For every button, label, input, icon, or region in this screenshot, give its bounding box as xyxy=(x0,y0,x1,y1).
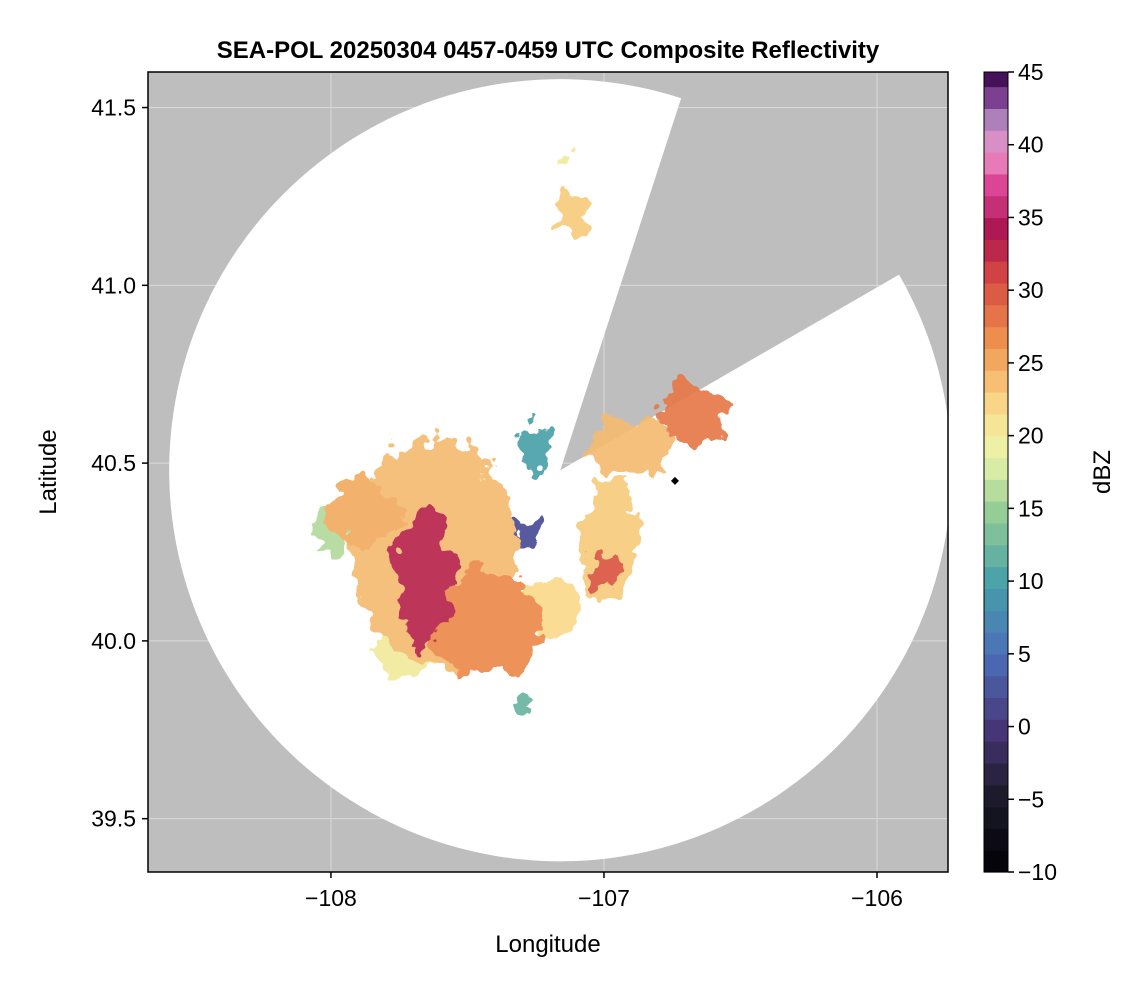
colorbar-bin-36 xyxy=(984,72,1008,88)
y-tick-label-2: 40.5 xyxy=(91,450,136,476)
colorbar: −10 −5 0 5 10 15 20 25 30 35 40 45 xyxy=(983,59,1057,885)
colorbar-bin-12 xyxy=(984,588,1008,611)
colorbar-bin-1 xyxy=(984,828,1008,851)
colorbar-bin-25 xyxy=(984,304,1008,328)
colorbar-bin-3 xyxy=(984,784,1008,808)
marker-0 xyxy=(670,476,679,485)
colorbar-bin-26 xyxy=(984,282,1008,306)
colorbar-frame xyxy=(983,71,1009,873)
colorbar-tick-label-8: 30 xyxy=(1018,277,1044,303)
colorbar-bin-9 xyxy=(984,653,1008,677)
colorbar-bin-30 xyxy=(984,195,1008,219)
reflectivity-echoes xyxy=(311,157,727,709)
colorbar-bin-33 xyxy=(984,130,1008,153)
y-tick-label-3: 41.0 xyxy=(91,272,136,298)
x-axis-ticks: −108 −107 −106 xyxy=(305,872,903,911)
colorbar-bin-17 xyxy=(984,479,1008,502)
echo-region-8 xyxy=(590,552,618,588)
colorbar-tick-label-9: 35 xyxy=(1018,204,1044,230)
colorbar-bin-34 xyxy=(984,108,1008,131)
echo-region-7 xyxy=(582,477,637,606)
colorbar-bin-11 xyxy=(984,610,1008,633)
x-tick-label-1: −107 xyxy=(578,885,630,911)
chart-title: SEA-POL 20250304 0457-0459 UTC Composite… xyxy=(217,37,880,64)
x-tick-label-0: −108 xyxy=(305,885,357,911)
colorbar-bin-5 xyxy=(984,741,1008,764)
echo-region-4 xyxy=(431,569,542,677)
x-axis-label: Longitude xyxy=(495,931,600,958)
colorbar-tick-label-1: −5 xyxy=(1018,786,1044,812)
markers xyxy=(670,476,679,485)
colorbar-bin-6 xyxy=(984,719,1008,742)
colorbar-bin-24 xyxy=(984,326,1008,349)
colorbar-bin-28 xyxy=(984,239,1008,262)
echo-region-11 xyxy=(522,420,550,471)
radar-coverage-area xyxy=(169,79,948,862)
colorbar-bin-23 xyxy=(984,348,1008,371)
echo-region-15 xyxy=(516,694,533,709)
colorbar-bin-29 xyxy=(984,217,1008,240)
colorbar-bin-16 xyxy=(984,501,1008,524)
colorbar-bin-21 xyxy=(984,392,1008,415)
colorbar-tick-label-2: 0 xyxy=(1018,714,1031,740)
colorbar-tick-label-3: 5 xyxy=(1018,641,1031,667)
colorbar-bin-10 xyxy=(984,632,1008,655)
echo-region-2 xyxy=(325,484,402,542)
colorbar-bin-19 xyxy=(984,435,1008,459)
echo-region-14 xyxy=(557,157,569,165)
colorbar-tick-label-0: −10 xyxy=(1018,859,1057,885)
colorbar-tick-label-4: 10 xyxy=(1018,568,1044,594)
colorbar-bin-13 xyxy=(984,566,1008,589)
echo-region-1 xyxy=(396,505,452,648)
colorbar-bin-27 xyxy=(984,261,1008,284)
colorbar-bin-35 xyxy=(984,86,1008,109)
colorbar-label: dBZ xyxy=(1089,450,1116,494)
colorbar-bin-8 xyxy=(984,675,1008,699)
colorbar-tick-label-10: 40 xyxy=(1018,132,1044,158)
echo-region-9 xyxy=(587,416,675,474)
plot-area xyxy=(148,72,948,872)
y-tick-label-4: 41.5 xyxy=(91,95,136,121)
x-tick-label-2: −106 xyxy=(851,885,903,911)
colorbar-tick-label-7: 25 xyxy=(1018,350,1044,376)
colorbar-bin-31 xyxy=(984,173,1008,197)
colorbar-tick-label-6: 20 xyxy=(1018,423,1044,449)
y-tick-label-0: 39.5 xyxy=(91,806,136,832)
y-axis-ticks: 39.5 40.0 40.5 41.0 41.5 xyxy=(91,95,148,832)
colorbar-bin-20 xyxy=(984,413,1008,437)
y-axis-label: Latitude xyxy=(35,429,62,514)
colorbar-tick-label-11: 45 xyxy=(1018,59,1044,85)
colorbar-bin-0 xyxy=(984,850,1008,873)
colorbar-bin-14 xyxy=(984,544,1008,568)
y-tick-label-1: 40.0 xyxy=(91,628,136,654)
colorbar-bin-7 xyxy=(984,697,1008,720)
plot-frame xyxy=(147,71,949,873)
echo-region-13 xyxy=(557,189,585,240)
colorbar-bin-18 xyxy=(984,457,1008,480)
echo-region-10 xyxy=(661,381,727,446)
colorbar-bin-32 xyxy=(984,152,1008,175)
colorbar-bin-2 xyxy=(984,806,1008,829)
colorbar-bin-15 xyxy=(984,522,1008,546)
colorbar-tick-label-5: 15 xyxy=(1018,495,1044,521)
colorbar-bin-4 xyxy=(984,762,1008,786)
colorbar-bin-22 xyxy=(984,370,1008,393)
